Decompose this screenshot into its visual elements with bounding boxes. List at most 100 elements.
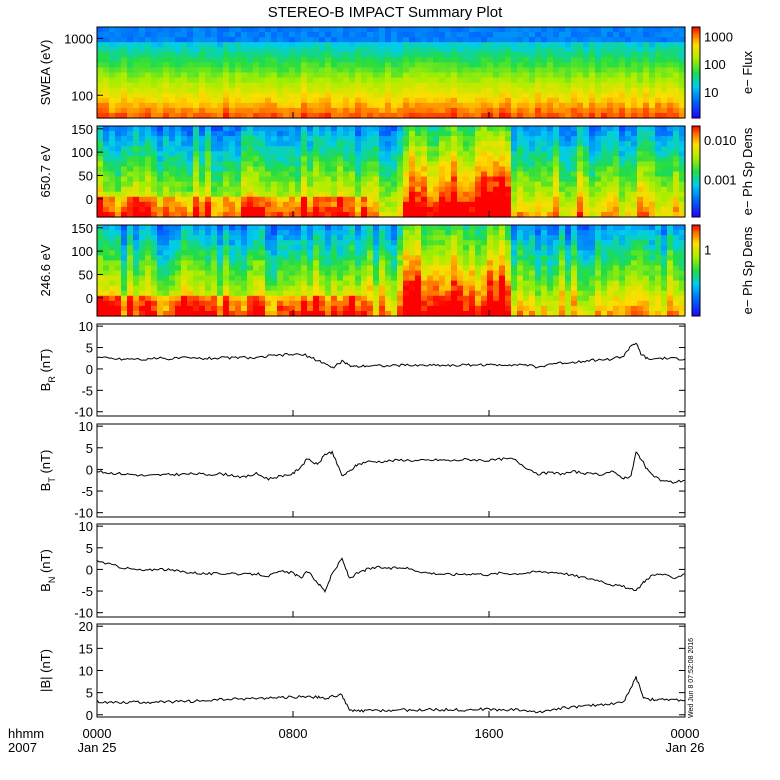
heatmap-cell xyxy=(259,290,266,297)
heatmap-cell xyxy=(163,67,170,74)
heatmap-cell xyxy=(439,107,446,114)
heatmap-cell xyxy=(355,250,362,256)
heatmap-cell xyxy=(367,176,374,183)
heatmap-cell xyxy=(157,255,164,261)
heatmap-cell xyxy=(223,92,230,99)
heatmap-cell xyxy=(349,250,356,256)
heatmap-cell xyxy=(643,151,650,157)
heatmap-cell xyxy=(559,300,566,307)
heatmap-cell xyxy=(433,112,440,119)
heatmap-cell xyxy=(313,270,320,277)
heatmap-cell xyxy=(499,270,506,277)
heatmap-cell xyxy=(415,156,422,162)
heatmap-cell xyxy=(121,171,128,178)
heatmap-cell xyxy=(445,131,452,137)
heatmap-cell xyxy=(565,245,572,251)
heatmap-cell xyxy=(277,52,284,58)
heatmap-cell xyxy=(463,146,470,152)
heatmap-cell xyxy=(427,206,434,213)
heatmap-cell xyxy=(181,42,188,48)
heatmap-cell xyxy=(631,82,638,89)
heatmap-cell xyxy=(271,136,278,142)
heatmap-cell xyxy=(289,52,296,58)
heatmap-cell xyxy=(277,161,284,168)
heatmap-cell xyxy=(157,181,164,188)
heatmap-cell xyxy=(427,300,434,307)
heatmap-cell xyxy=(469,97,476,104)
heatmap-cell xyxy=(535,260,542,267)
heatmap-cell xyxy=(301,57,308,63)
heatmap-cell xyxy=(367,136,374,142)
heatmap-cell xyxy=(475,72,482,79)
heatmap-cell xyxy=(181,255,188,261)
heatmap-cell xyxy=(301,270,308,277)
heatmap-cell xyxy=(397,131,404,137)
heatmap-cell xyxy=(121,201,128,208)
heatmap-cell xyxy=(325,57,332,63)
heatmap-cell xyxy=(481,77,488,84)
heatmap-cell xyxy=(619,87,626,94)
heatmap-cell xyxy=(199,67,206,74)
heatmap-cell xyxy=(331,171,338,178)
heatmap-cell xyxy=(97,310,104,317)
heatmap-cell xyxy=(595,206,602,213)
heatmap-cell xyxy=(211,131,218,137)
heatmap-cell xyxy=(109,102,116,109)
heatmap-cell xyxy=(163,260,170,267)
heatmap-cell xyxy=(469,112,476,119)
heatmap-cell xyxy=(355,290,362,297)
heatmap-cell xyxy=(271,37,278,43)
heatmap-cell xyxy=(235,275,242,282)
heatmap-cell xyxy=(667,72,674,79)
heatmap-cell xyxy=(199,171,206,178)
heatmap-cell xyxy=(187,275,194,282)
heatmap-cell xyxy=(253,196,260,203)
heatmap-cell xyxy=(199,285,206,292)
heatmap-cell xyxy=(169,265,176,272)
heatmap-cell xyxy=(421,102,428,109)
heatmap-cell xyxy=(211,260,218,267)
heatmap-cell xyxy=(637,72,644,79)
heatmap-cell xyxy=(589,82,596,89)
heatmap-cell xyxy=(649,97,656,104)
heatmap-cell xyxy=(103,77,110,84)
heatmap-cell xyxy=(529,151,536,157)
heatmap-cell xyxy=(583,32,590,38)
heatmap-cell xyxy=(535,136,542,142)
heatmap-cell xyxy=(325,42,332,48)
heatmap-cell xyxy=(277,280,284,287)
heatmap-cell xyxy=(643,176,650,183)
heatmap-cell xyxy=(163,201,170,208)
heatmap-cell xyxy=(655,52,662,58)
heatmap-cell xyxy=(313,47,320,53)
heatmap-cell xyxy=(481,201,488,208)
heatmap-cell xyxy=(625,112,632,119)
heatmap-cell xyxy=(595,181,602,188)
heatmap-cell xyxy=(199,305,206,312)
heatmap-cell xyxy=(325,265,332,272)
heatmap-cell xyxy=(163,300,170,307)
heatmap-cell xyxy=(385,87,392,94)
heatmap-cell xyxy=(427,245,434,251)
heatmap-cell xyxy=(115,285,122,292)
heatmap-cell xyxy=(157,62,164,69)
heatmap-cell xyxy=(667,52,674,58)
heatmap-cell xyxy=(229,67,236,74)
heatmap-cell xyxy=(535,305,542,312)
heatmap-cell xyxy=(523,305,530,312)
heatmap-cell xyxy=(559,265,566,272)
heatmap-cell xyxy=(157,52,164,58)
heatmap-cell xyxy=(349,245,356,251)
heatmap-cell xyxy=(631,181,638,188)
heatmap-cell xyxy=(319,295,326,302)
heatmap-cell xyxy=(379,146,386,152)
heatmap-cell xyxy=(361,211,368,218)
heatmap-cell xyxy=(529,201,536,208)
heatmap-cell xyxy=(175,245,182,251)
heatmap-cell xyxy=(403,72,410,79)
heatmap-cell xyxy=(397,151,404,157)
heatmap-cell xyxy=(253,72,260,79)
heatmap-cell xyxy=(613,112,620,119)
heatmap-cell xyxy=(127,27,134,33)
heatmap-cell xyxy=(295,196,302,203)
